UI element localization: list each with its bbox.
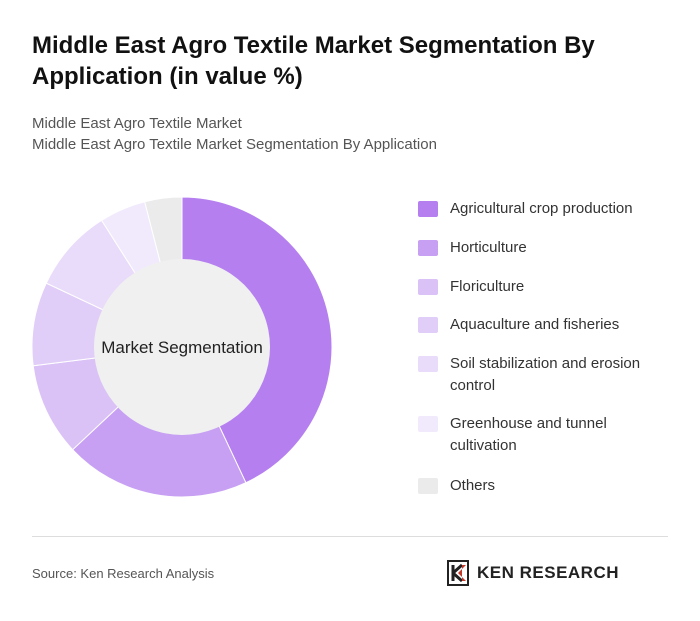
legend-item[interactable]: Horticulture <box>418 237 660 259</box>
legend-item[interactable]: Soil stabilization and erosion control <box>418 353 660 397</box>
legend-item[interactable]: Others <box>418 475 660 497</box>
donut-svg: Market Segmentation <box>32 197 332 497</box>
chart-title: Middle East Agro Textile Market Segmenta… <box>32 32 595 90</box>
legend-label: Floriculture <box>450 278 525 295</box>
center-label: Market Segmentation <box>101 338 263 357</box>
source-note: Source: Ken Research Analysis <box>32 566 215 581</box>
legend-label: Others <box>450 477 496 494</box>
brand-logo: KEN RESEARCH <box>447 560 619 586</box>
ken-logo-icon <box>447 560 469 586</box>
legend-label: Horticulture <box>450 239 527 256</box>
legend-swatch <box>418 416 438 432</box>
donut-chart: Market Segmentation <box>32 197 332 497</box>
chart-subtitle: Middle East Agro Textile Market Middle E… <box>32 113 672 155</box>
legend-label: Greenhouse and tunnel cultivation <box>450 415 607 454</box>
brand-name: KEN RESEARCH <box>477 563 620 582</box>
legend-label: Soil stabilization and erosion control <box>450 355 641 394</box>
legend-label: Aquaculture and fisheries <box>450 316 620 333</box>
legend-item[interactable]: Greenhouse and tunnel cultivation <box>418 413 660 457</box>
legend-swatch <box>418 201 438 217</box>
subtitle-line-1: Middle East Agro Textile Market <box>32 115 242 132</box>
legend-swatch <box>418 279 438 295</box>
donut-hole <box>94 259 270 435</box>
legend-label: Agricultural crop production <box>450 200 633 217</box>
legend-item[interactable]: Agricultural crop production <box>418 198 660 220</box>
legend-swatch <box>418 240 438 256</box>
footer-divider <box>32 536 668 537</box>
legend-swatch <box>418 478 438 494</box>
subtitle-line-2: Middle East Agro Textile Market Segmenta… <box>32 136 437 153</box>
legend-item[interactable]: Floriculture <box>418 276 660 298</box>
legend-swatch <box>418 317 438 333</box>
legend-item[interactable]: Aquaculture and fisheries <box>418 314 660 336</box>
legend-swatch <box>418 356 438 372</box>
